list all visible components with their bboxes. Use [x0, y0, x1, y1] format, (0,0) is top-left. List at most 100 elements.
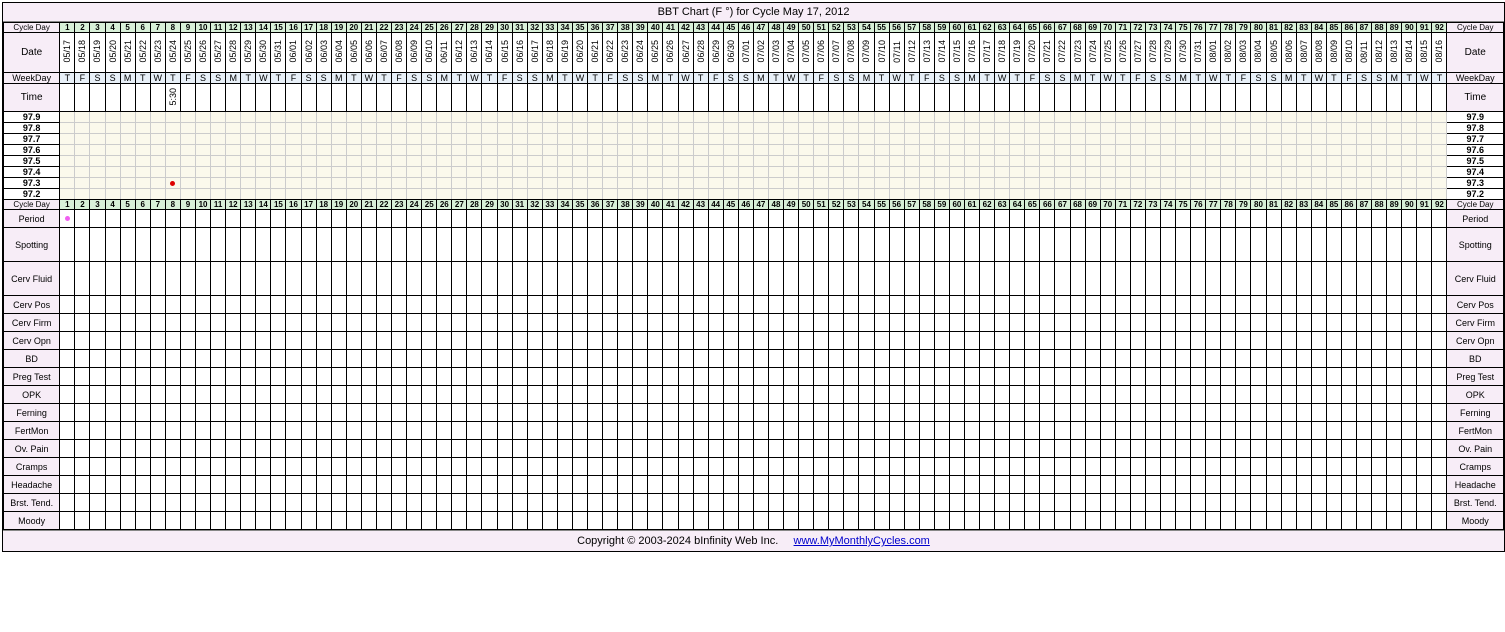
temp-cell — [799, 189, 814, 200]
cell — [180, 440, 195, 458]
date-text: 08/09 — [1327, 38, 1342, 65]
cell — [904, 386, 919, 404]
cell — [407, 476, 422, 494]
cell — [678, 296, 693, 314]
cell: 14 — [256, 23, 271, 33]
cell: 05/29 — [241, 33, 256, 73]
temp-cell — [105, 145, 120, 156]
temp-cell — [1236, 145, 1251, 156]
cell — [1176, 228, 1191, 262]
cell — [859, 350, 874, 368]
cell — [663, 84, 678, 112]
cell — [995, 422, 1010, 440]
temp-cell — [995, 134, 1010, 145]
cell — [90, 386, 105, 404]
cell — [648, 368, 663, 386]
cell: 88 — [1372, 23, 1387, 33]
footer-link[interactable]: www.MyMonthlyCycles.com — [794, 535, 930, 547]
cell — [1085, 440, 1100, 458]
temp-cell — [588, 134, 603, 145]
cell: 20 — [346, 200, 361, 210]
cell — [437, 332, 452, 350]
cell — [301, 368, 316, 386]
cell — [361, 512, 376, 530]
temp-cell — [120, 123, 135, 134]
cell — [1326, 422, 1341, 440]
cell — [618, 228, 633, 262]
row-label-right-weekday: WeekDay — [1447, 73, 1504, 84]
cell — [452, 262, 467, 296]
cell — [241, 84, 256, 112]
cell: 06/09 — [407, 33, 422, 73]
cell — [482, 476, 497, 494]
cell — [90, 296, 105, 314]
cell — [1251, 386, 1266, 404]
cell — [648, 262, 663, 296]
cell — [1326, 476, 1341, 494]
temp-cell — [241, 189, 256, 200]
temp-cell — [241, 156, 256, 167]
cell — [708, 210, 723, 228]
cell — [572, 494, 587, 512]
temp-cell — [1115, 145, 1130, 156]
cell — [452, 494, 467, 512]
temp-cell — [60, 145, 75, 156]
temp-cell — [1070, 134, 1085, 145]
temp-cell — [588, 178, 603, 189]
cell — [889, 512, 904, 530]
cell: T — [1191, 73, 1206, 84]
cell — [784, 228, 799, 262]
temp-cell — [980, 123, 995, 134]
cell — [316, 512, 331, 530]
cell — [271, 404, 286, 422]
cell: 76 — [1191, 23, 1206, 33]
date-text: 05/27 — [211, 38, 226, 65]
temp-cell — [1100, 112, 1115, 123]
cell — [316, 350, 331, 368]
cell — [226, 512, 241, 530]
temp-cell — [1251, 178, 1266, 189]
cell — [1236, 314, 1251, 332]
cell — [1161, 368, 1176, 386]
cell — [1010, 422, 1025, 440]
date-text: 07/27 — [1131, 38, 1146, 65]
cell: 06/19 — [557, 33, 572, 73]
cell: 06/30 — [723, 33, 738, 73]
cell — [708, 494, 723, 512]
cell — [1357, 210, 1372, 228]
temp-cell — [1372, 134, 1387, 145]
temp-cell — [678, 167, 693, 178]
cell — [1161, 332, 1176, 350]
cell — [1025, 314, 1040, 332]
cell — [844, 386, 859, 404]
cell — [271, 512, 286, 530]
cell: 07/18 — [995, 33, 1010, 73]
cell — [467, 368, 482, 386]
cell — [1115, 368, 1130, 386]
cell — [904, 210, 919, 228]
cell — [964, 422, 979, 440]
temp-cell — [708, 112, 723, 123]
cell: 66 — [1040, 23, 1055, 33]
cell — [829, 332, 844, 350]
date-text: 07/06 — [814, 38, 829, 65]
temp-cell — [1130, 167, 1145, 178]
cell — [980, 368, 995, 386]
cell — [301, 476, 316, 494]
cell: 64 — [1010, 23, 1025, 33]
cell — [271, 458, 286, 476]
cell — [271, 350, 286, 368]
cell — [844, 512, 859, 530]
temp-cell — [120, 189, 135, 200]
date-text: 07/17 — [980, 38, 995, 65]
cell — [452, 210, 467, 228]
cell — [1296, 458, 1311, 476]
cell — [1176, 332, 1191, 350]
temp-cell — [874, 134, 889, 145]
date-text: 06/24 — [633, 38, 648, 65]
cell — [392, 422, 407, 440]
cell — [361, 476, 376, 494]
cell — [75, 262, 90, 296]
temp-cell — [874, 156, 889, 167]
cell — [512, 386, 527, 404]
